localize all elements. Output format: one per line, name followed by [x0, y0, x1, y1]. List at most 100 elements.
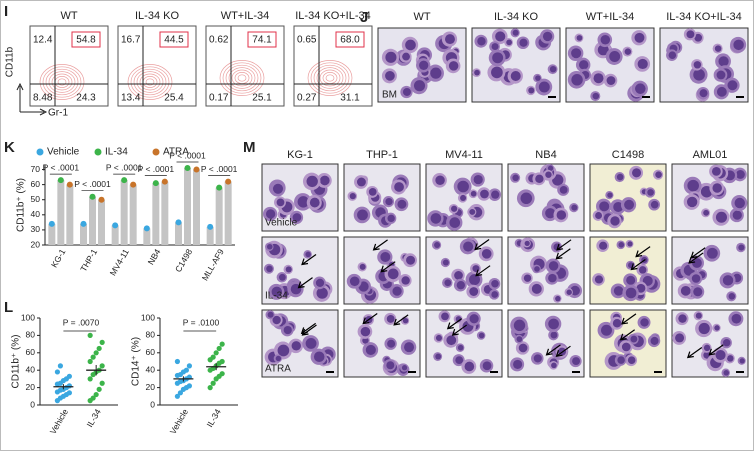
column-title: C1498	[612, 149, 644, 161]
nucleus	[716, 86, 727, 97]
bar-dot	[98, 196, 105, 203]
nucleus	[571, 204, 578, 211]
quadrant-value: 44.5	[164, 35, 184, 46]
contour	[219, 60, 265, 96]
data-point	[216, 345, 222, 352]
nucleus	[356, 177, 366, 187]
nucleus	[451, 205, 458, 212]
annotation: P < .0001	[106, 162, 143, 172]
nucleus	[538, 81, 550, 93]
nucleus	[535, 75, 541, 81]
bar	[129, 184, 137, 245]
bar-dot	[89, 193, 96, 200]
nucleus	[693, 68, 705, 81]
nucleus	[606, 76, 616, 85]
bar-dot	[143, 225, 150, 232]
nucleus	[624, 48, 632, 55]
plot-box	[205, 25, 285, 107]
nucleus	[594, 275, 604, 284]
nucleus	[460, 194, 467, 201]
nucleus	[694, 33, 703, 42]
arrow	[301, 324, 317, 336]
nucleus	[607, 192, 613, 198]
contour	[313, 64, 347, 92]
nucleus	[474, 69, 480, 76]
nucleus	[635, 83, 646, 94]
data-point	[90, 354, 96, 360]
nucleus	[548, 318, 559, 330]
nucleus	[616, 173, 624, 181]
nucleus	[714, 45, 722, 52]
nucleus	[276, 198, 285, 207]
nucleus	[551, 362, 557, 369]
nucleus	[402, 87, 411, 96]
data-point	[99, 363, 105, 369]
nucleus	[491, 291, 499, 298]
nucleus	[693, 61, 702, 69]
nucleus	[387, 214, 395, 223]
legend-label: Vehicle	[47, 147, 80, 158]
quadrant-value: 0.65	[297, 35, 317, 46]
quadrant-value: 25.1	[252, 93, 272, 104]
arrow	[619, 329, 635, 341]
nucleus	[617, 356, 625, 364]
nucleus	[593, 73, 604, 84]
x-tick-label: Vehicle	[48, 407, 71, 436]
nucleus	[739, 358, 745, 364]
contour	[57, 78, 67, 86]
nucleus	[640, 318, 649, 327]
quadrant-value: 13.4	[121, 93, 141, 104]
y-tick-label: 0	[150, 399, 155, 409]
nucleus	[456, 280, 465, 290]
data-point	[174, 358, 180, 365]
nucleus	[680, 285, 691, 296]
micrograph-title: IL-34 KO+IL-34	[666, 11, 742, 23]
bar-dot	[80, 220, 87, 227]
nucleus	[609, 51, 621, 62]
y-tick-label: 100	[21, 312, 35, 322]
nucleus	[723, 338, 731, 347]
row-label: IL-34	[265, 291, 288, 302]
nucleus	[283, 325, 292, 335]
nucleus	[402, 52, 410, 61]
nucleus	[362, 337, 369, 344]
nucleus	[592, 92, 600, 100]
nucleus	[711, 166, 721, 176]
nucleus	[445, 34, 455, 45]
nucleus	[272, 183, 284, 194]
nucleus	[634, 32, 645, 43]
y-axis-label: CD11b⁺ (%)	[16, 178, 27, 232]
nucleus	[572, 357, 581, 366]
arrow	[708, 344, 724, 356]
bar	[120, 180, 128, 245]
micrograph-title: IL-34 KO	[494, 11, 538, 23]
arrow	[297, 277, 313, 289]
axis-arrow	[16, 82, 48, 116]
quadrant-value: 12.4	[33, 35, 53, 46]
quadrant-value: 8.48	[33, 93, 53, 104]
contour	[307, 60, 353, 96]
nucleus	[520, 192, 533, 205]
nucleus	[519, 38, 528, 47]
bar-dot	[152, 180, 159, 187]
contour	[222, 62, 262, 94]
nucleus	[478, 332, 485, 339]
annotation: P = .0100	[183, 317, 220, 327]
nucleus	[386, 315, 395, 323]
nucleus	[618, 242, 625, 248]
panel-label: M	[243, 139, 256, 156]
nucleus	[457, 180, 469, 193]
contour	[145, 78, 155, 86]
nucleus	[548, 261, 559, 271]
annotation: P < .0001	[43, 162, 80, 172]
arrow	[545, 344, 561, 356]
nucleus	[542, 31, 553, 42]
arrow	[555, 345, 571, 357]
contour	[316, 67, 344, 89]
data-point	[96, 345, 102, 352]
highlight-box	[247, 31, 277, 48]
data-point	[186, 363, 192, 369]
y-tick-label: 40	[31, 209, 41, 219]
nucleus	[627, 356, 636, 365]
quadrant-value: 25.4	[164, 93, 184, 104]
